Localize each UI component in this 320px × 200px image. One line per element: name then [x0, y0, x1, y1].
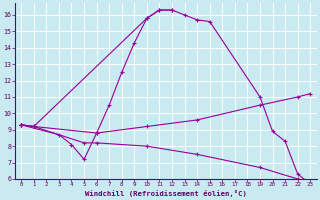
X-axis label: Windchill (Refroidissement éolien,°C): Windchill (Refroidissement éolien,°C): [85, 190, 247, 197]
